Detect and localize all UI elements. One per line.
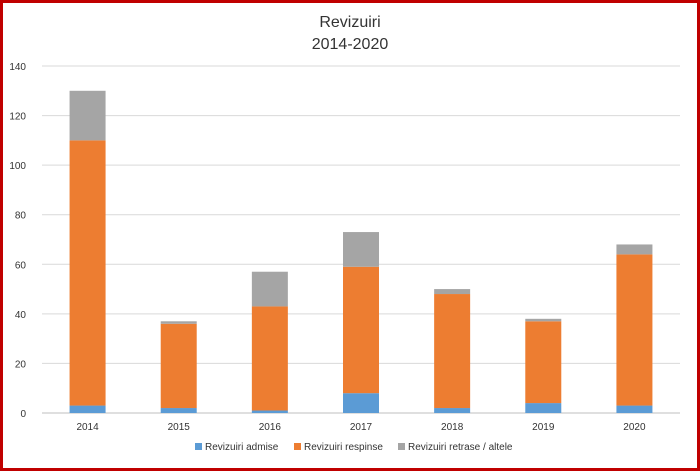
bar-segment-2 — [434, 294, 471, 409]
x-axis-ticks: 2014 2015 2016 2017 2018 2019 2020 — [76, 422, 646, 433]
bar-segment-3 — [160, 321, 197, 324]
y-tick-label: 40 — [15, 310, 27, 321]
chart-subtitle: 2014-2020 — [312, 36, 389, 53]
bar-segment-2 — [69, 140, 106, 406]
bar-segment-3 — [343, 232, 379, 267]
x-tick-label: 2017 — [350, 422, 373, 433]
y-tick-label: 80 — [15, 211, 27, 222]
gridlines — [42, 65, 680, 414]
legend-label: Revizuiri respinse — [304, 442, 383, 453]
bar-segment-2 — [251, 306, 288, 411]
bar-segment-3 — [434, 289, 471, 295]
legend: Revizuiri admise Revizuiri respinse Revizu… — [195, 442, 513, 453]
y-tick-label: 120 — [9, 112, 26, 123]
x-tick-label: 2020 — [623, 422, 646, 433]
bar-segment-1 — [434, 408, 471, 413]
bars — [69, 90, 653, 413]
y-tick-label: 60 — [15, 260, 27, 271]
x-tick-label: 2015 — [168, 422, 191, 433]
chart-title: Revizuiri — [319, 14, 380, 31]
bar-segment-1 — [160, 408, 197, 413]
bar-segment-3 — [616, 244, 653, 255]
bar-segment-3 — [69, 90, 106, 141]
bar-segment-2 — [525, 321, 562, 404]
legend-swatch — [398, 443, 405, 450]
bar-segment-2 — [616, 254, 653, 406]
bar-segment-3 — [525, 318, 562, 322]
x-tick-label: 2018 — [441, 422, 464, 433]
bar-segment-3 — [251, 271, 288, 307]
y-axis-ticks: 0 20 40 60 80 100 120 140 — [9, 62, 26, 420]
bar-segment-2 — [160, 323, 197, 409]
bar-segment-2 — [343, 266, 379, 394]
x-tick-label: 2016 — [259, 422, 282, 433]
bar-segment-1 — [69, 405, 106, 413]
bar-segment-1 — [525, 403, 562, 413]
x-tick-label: 2019 — [532, 422, 555, 433]
legend-label: Revizuiri admise — [205, 442, 279, 453]
legend-label: Revizuiri retrase / altele — [408, 442, 513, 453]
legend-swatch — [294, 443, 301, 450]
x-tick-label: 2014 — [76, 422, 99, 433]
bar-segment-1 — [251, 410, 288, 413]
y-tick-label: 100 — [9, 161, 26, 172]
y-tick-label: 140 — [9, 62, 26, 73]
bar-segment-1 — [343, 393, 379, 413]
legend-swatch — [195, 443, 202, 450]
bar-segment-1 — [616, 405, 653, 413]
y-tick-label: 0 — [20, 409, 26, 420]
y-tick-label: 20 — [15, 359, 27, 370]
